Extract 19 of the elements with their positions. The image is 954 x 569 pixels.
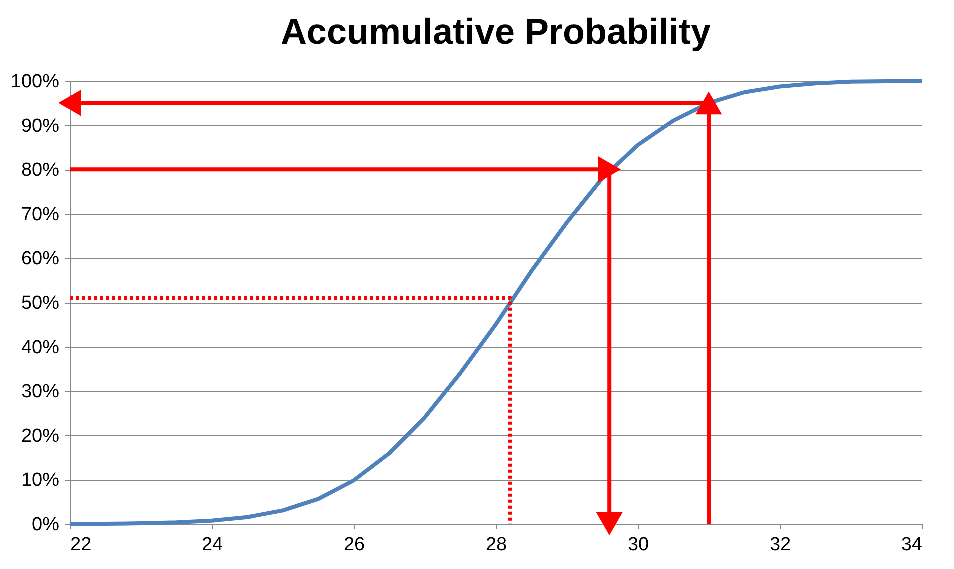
chart-title: Accumulative Probability (280, 11, 712, 52)
x-tick-label: 28 (486, 534, 508, 556)
y-tick-label: 30% (21, 382, 60, 403)
x-tick-label: 30 (628, 534, 650, 556)
y-tick-label: 0% (32, 514, 60, 536)
x-tick-label: 26 (344, 534, 366, 556)
y-tick-label: 100% (10, 72, 60, 92)
y-tick-label: 20% (21, 426, 60, 447)
y-tick-label: 10% (21, 470, 60, 492)
y-tick-label: 90% (21, 116, 60, 137)
y-tick-label: 70% (21, 204, 60, 226)
y-tick-label: 80% (21, 160, 60, 182)
x-tick-label: 32 (770, 534, 792, 556)
y-tick-label: 40% (21, 337, 60, 358)
x-tick-label: 24 (202, 534, 224, 556)
x-tick-label: 34 (901, 534, 923, 556)
x-tick-label: 22 (70, 534, 92, 556)
y-tick-label: 60% (21, 248, 60, 270)
y-tick-label: 50% (21, 293, 60, 314)
